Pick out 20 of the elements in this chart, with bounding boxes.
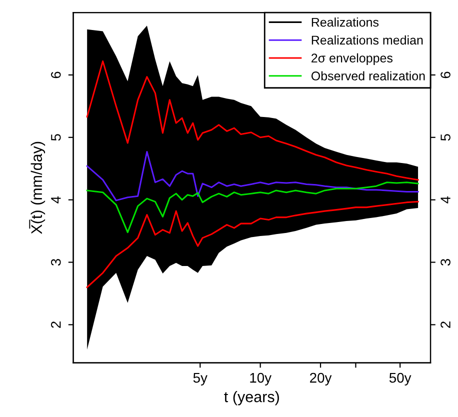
- x-tick-label: 5y: [193, 373, 208, 386]
- y-tick-label: 2: [50, 322, 61, 328]
- legend-label: Realizations median: [312, 35, 423, 45]
- x-tick-label: 50y: [389, 372, 412, 386]
- legend-label: 2σ enveloppes: [312, 53, 393, 65]
- y2-tick-label: 3: [440, 259, 450, 266]
- y-axis-title: X̅(t) (mm/day): [29, 142, 46, 234]
- y-tick-label: 4: [51, 196, 61, 204]
- x-tick-label: 10y: [250, 372, 272, 386]
- x-axis-title: t (years): [224, 391, 279, 406]
- y2-tick-label: 2: [440, 322, 450, 328]
- legend-label: Observed realization: [311, 71, 425, 80]
- y2-tick-label: 4: [440, 196, 450, 204]
- x-tick-label: 20y: [310, 372, 332, 386]
- y-tick-label: 5: [51, 134, 61, 141]
- y2-tick-label: 5: [440, 134, 450, 141]
- legend-label: Realizations: [312, 18, 379, 27]
- y2-tick-label: 6: [440, 72, 450, 78]
- y-tick-label: 3: [50, 259, 61, 266]
- y-tick-label: 6: [50, 72, 61, 78]
